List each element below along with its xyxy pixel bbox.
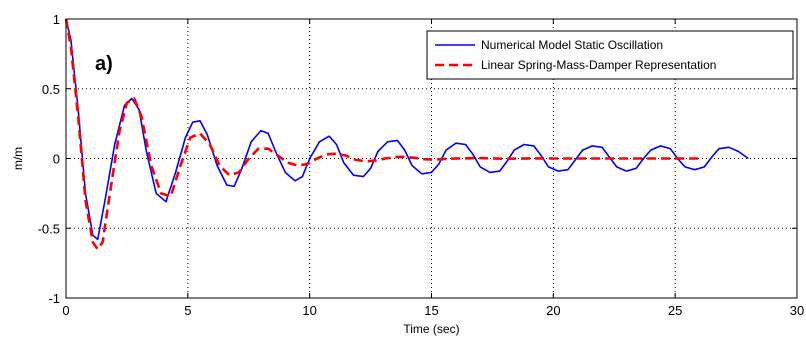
grid-lines [66, 19, 797, 298]
y-tick-label: 0 [53, 152, 60, 167]
legend: Numerical Model Static Oscillation Linear… [426, 30, 794, 80]
x-tick-label: 25 [668, 303, 682, 318]
series-line-1 [64, 18, 700, 251]
tick-marks [65, 18, 798, 299]
panel-label: a) [95, 53, 113, 75]
x-axis-label: Time (sec) [403, 322, 459, 336]
y-tick-label: 1 [53, 12, 60, 27]
series-line-0 [65, 18, 749, 241]
x-tick-label: 10 [302, 303, 316, 318]
x-tick-label: 0 [62, 303, 69, 318]
x-tick-labels: 0 5 10 15 20 25 30 [62, 303, 804, 318]
legend-box [426, 30, 794, 80]
legend-label-1: Linear Spring-Mass-Damper Representation [481, 58, 716, 72]
y-axis-label: m/m [11, 147, 25, 170]
x-tick-label: 30 [790, 303, 804, 318]
x-tick-label: 20 [546, 303, 560, 318]
plot-lines [64, 18, 749, 251]
x-tick-label: 15 [424, 303, 438, 318]
x-tick-label: 5 [184, 303, 191, 318]
legend-label-0: Numerical Model Static Oscillation [481, 38, 663, 52]
y-tick-label: -0.5 [38, 221, 60, 236]
y-tick-label: -1 [48, 291, 60, 306]
y-tick-label: 0.5 [42, 82, 60, 97]
y-tick-labels: 1 0.5 0 -0.5 -1 [38, 12, 60, 306]
